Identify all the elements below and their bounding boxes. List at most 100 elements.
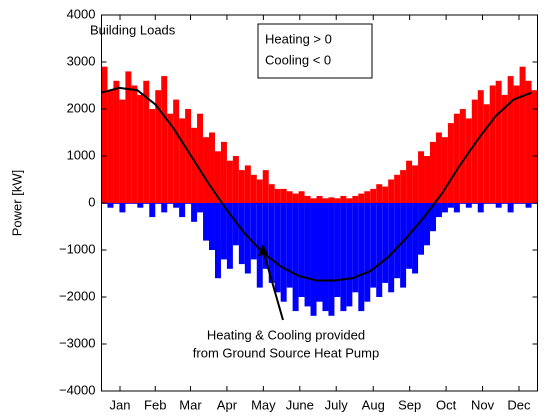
load-bar xyxy=(418,203,425,255)
load-bar xyxy=(424,156,430,203)
load-bar xyxy=(364,203,371,302)
load-bar xyxy=(406,160,413,203)
load-bar xyxy=(495,203,502,208)
legend-entry: Heating > 0 xyxy=(265,31,332,46)
load-bar xyxy=(256,179,263,203)
load-bar xyxy=(226,160,233,203)
y-tick-label: −2000 xyxy=(59,288,96,303)
load-bar xyxy=(280,203,287,302)
x-tick-label: Jan xyxy=(110,397,131,412)
load-bar xyxy=(244,203,251,274)
load-bar xyxy=(501,94,508,203)
load-bar xyxy=(286,203,293,288)
load-bar xyxy=(250,203,257,260)
load-bar xyxy=(340,203,347,312)
y-tick-label: 0 xyxy=(88,194,95,209)
load-bar xyxy=(489,85,496,203)
load-bar xyxy=(268,203,275,283)
load-bar xyxy=(191,203,198,222)
load-bar xyxy=(465,118,472,203)
load-bar xyxy=(477,90,484,203)
load-bar xyxy=(412,203,419,274)
load-bar xyxy=(220,203,227,260)
load-bar xyxy=(137,203,144,208)
load-bar xyxy=(119,99,126,203)
load-bar xyxy=(507,76,514,203)
load-bar xyxy=(376,184,383,203)
y-tick-label: 3000 xyxy=(67,53,96,68)
load-bar xyxy=(400,203,407,288)
load-bar xyxy=(292,203,299,312)
load-bar xyxy=(101,66,108,203)
legend-entry: Cooling < 0 xyxy=(265,52,331,67)
y-tick-label: 1000 xyxy=(67,147,96,162)
load-bar xyxy=(244,165,251,203)
load-bar xyxy=(274,203,281,293)
load-bar xyxy=(214,203,221,279)
x-tick-label: Oct xyxy=(436,397,457,412)
load-bar xyxy=(197,113,204,203)
legend-box xyxy=(257,23,373,79)
load-bar xyxy=(418,151,425,203)
load-bar xyxy=(513,85,520,203)
load-bar xyxy=(477,203,484,213)
load-bar xyxy=(131,85,138,203)
load-bar xyxy=(167,113,174,203)
load-bar xyxy=(352,203,359,293)
y-tick-label: 2000 xyxy=(67,100,96,115)
y-tick-label: −1000 xyxy=(59,241,96,256)
load-bar xyxy=(268,184,275,203)
x-tick-label: July xyxy=(325,397,349,412)
load-bar xyxy=(226,203,233,269)
load-bar xyxy=(447,123,454,203)
load-bar xyxy=(125,71,132,204)
load-bar xyxy=(412,165,419,203)
load-bar xyxy=(173,203,180,208)
load-bar xyxy=(358,203,365,312)
load-bar xyxy=(316,195,323,203)
load-bar xyxy=(525,80,532,203)
load-bar xyxy=(364,191,371,203)
load-bar xyxy=(441,137,448,203)
load-bar xyxy=(161,76,168,203)
load-bar xyxy=(322,203,329,312)
load-bar xyxy=(370,203,377,288)
load-bar xyxy=(203,203,210,241)
y-tick-label: 4000 xyxy=(67,6,96,21)
load-bar xyxy=(232,203,239,246)
load-bar xyxy=(262,203,269,269)
load-bar xyxy=(274,188,281,203)
load-bar xyxy=(209,132,215,203)
load-bar xyxy=(113,80,120,203)
load-bar xyxy=(179,203,186,218)
load-bar xyxy=(370,188,377,203)
load-bar xyxy=(495,80,502,203)
load-bar xyxy=(435,203,442,218)
load-bar xyxy=(435,132,442,203)
load-bar xyxy=(358,193,365,203)
load-bar xyxy=(304,195,311,203)
load-bar xyxy=(316,203,323,302)
load-bar xyxy=(447,203,454,208)
load-bar xyxy=(346,203,353,307)
load-bar xyxy=(185,109,192,203)
load-bar xyxy=(179,118,186,203)
load-bar xyxy=(149,203,156,218)
load-bar xyxy=(471,99,478,203)
load-bar xyxy=(441,203,448,213)
x-tick-label: Nov xyxy=(471,397,495,412)
load-bar xyxy=(340,195,347,203)
x-tick-label: Aug xyxy=(362,397,385,412)
y-tick-label: −4000 xyxy=(59,382,96,397)
load-bar xyxy=(400,170,407,203)
fit-curve xyxy=(101,86,532,282)
load-bar xyxy=(238,170,245,203)
plot-area xyxy=(101,66,538,316)
y-tick-label: −3000 xyxy=(59,335,96,350)
load-bar xyxy=(334,203,341,297)
load-bar xyxy=(298,203,305,297)
load-bar xyxy=(119,203,126,213)
arrow-head xyxy=(258,244,268,256)
